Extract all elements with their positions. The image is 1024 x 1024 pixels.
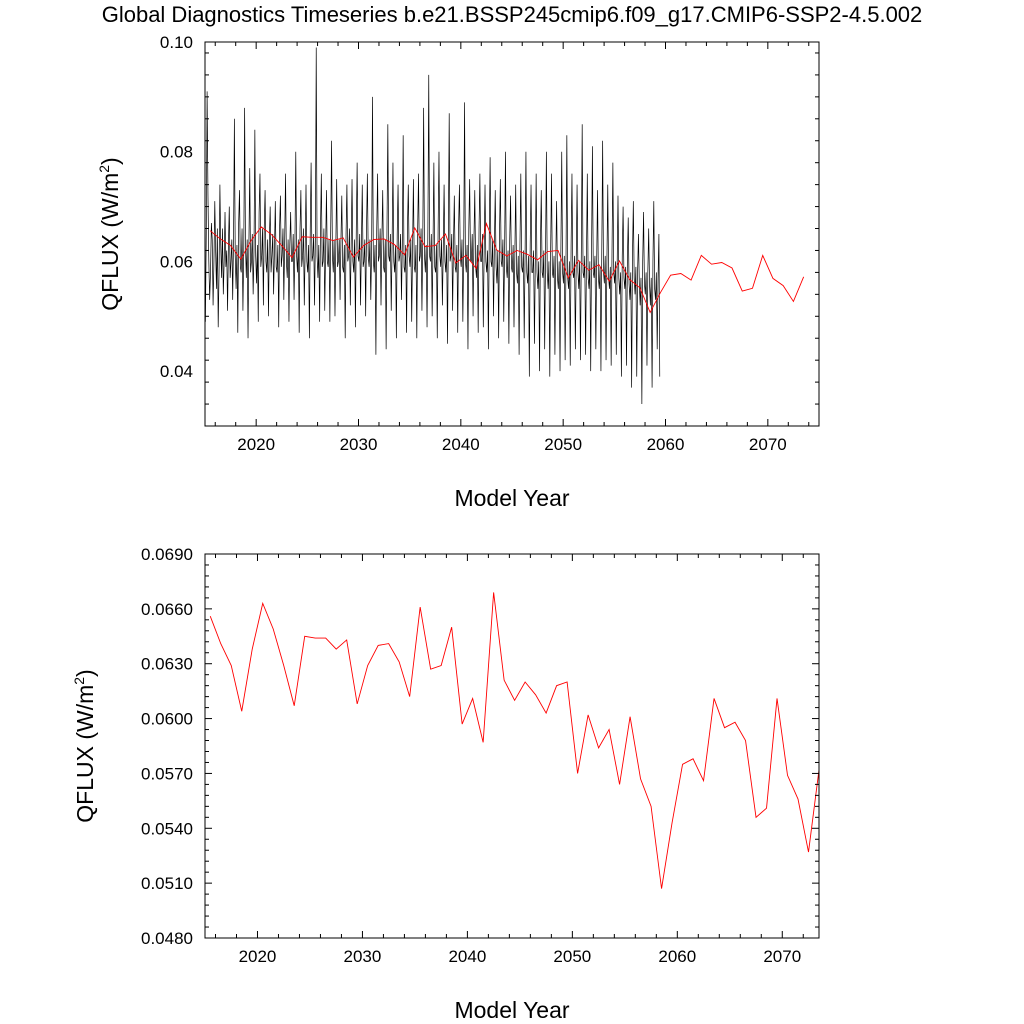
top-panel: 2020 2030 2040 2050 2060 2070 0.04 0.06 0.08 0.10… — [96, 33, 820, 511]
chart0-x-tick-label: 2040 — [442, 435, 480, 454]
chart0-monthly-series-line — [205, 47, 661, 405]
chart1-x-tick-label: 2020 — [239, 947, 277, 966]
chart1-x-axis-label: Model Year — [454, 997, 569, 1023]
chart1-x-tick-label: 2060 — [658, 947, 696, 966]
chart0-y-tick-label: 0.06 — [160, 252, 193, 271]
chart1-y-tick-label: 0.0510 — [141, 874, 193, 893]
chart1-y-tick-label: 0.0660 — [141, 600, 193, 619]
chart0-y-tick-label: 0.04 — [160, 362, 193, 381]
chart1-y-tick-label: 0.0690 — [141, 545, 193, 564]
chart0-x-tick-label: 2050 — [544, 435, 582, 454]
chart0-y-tick-label: 0.10 — [160, 33, 193, 52]
chart0-annual-series-line — [209, 222, 805, 314]
chart0-x-tick-label: 2020 — [237, 435, 275, 454]
chart1-y-tick-label: 0.0570 — [141, 764, 193, 783]
chart0-y-axis-label: QFLUX (W/m2) — [96, 157, 123, 310]
chart0-y-tick-label: 0.08 — [160, 143, 193, 162]
chart1-y-tick-label: 0.0630 — [141, 655, 193, 674]
chart0-plot-frame — [204, 41, 820, 427]
chart0-x-tick-label: 2060 — [647, 435, 685, 454]
chart1-x-tick-label: 2030 — [344, 947, 382, 966]
chart1-y-tick-label: 0.0480 — [141, 929, 193, 948]
chart0-x-tick-label: 2070 — [749, 435, 787, 454]
chart1-x-tick-label: 2070 — [763, 947, 801, 966]
chart0-x-tick-label: 2030 — [340, 435, 378, 454]
chart0-x-axis-label: Model Year — [454, 485, 569, 511]
chart1-x-tick-label: 2050 — [553, 947, 591, 966]
page-title: Global Diagnostics Timeseries b.e21.BSSP… — [101, 2, 923, 27]
chart1-y-tick-label: 0.0600 — [141, 710, 193, 729]
chart1-y-tick-label: 0.0540 — [141, 819, 193, 838]
chart1-y-axis-label: QFLUX (W/m2) — [71, 669, 98, 822]
chart1-annual-series-line — [209, 592, 819, 889]
chart1-plot-frame — [204, 553, 820, 939]
chart1-x-tick-label: 2040 — [448, 947, 486, 966]
bottom-panel: 2020 2030 2040 2050 2060 2070 0.0480 0.0510 0.05… — [71, 545, 820, 1023]
